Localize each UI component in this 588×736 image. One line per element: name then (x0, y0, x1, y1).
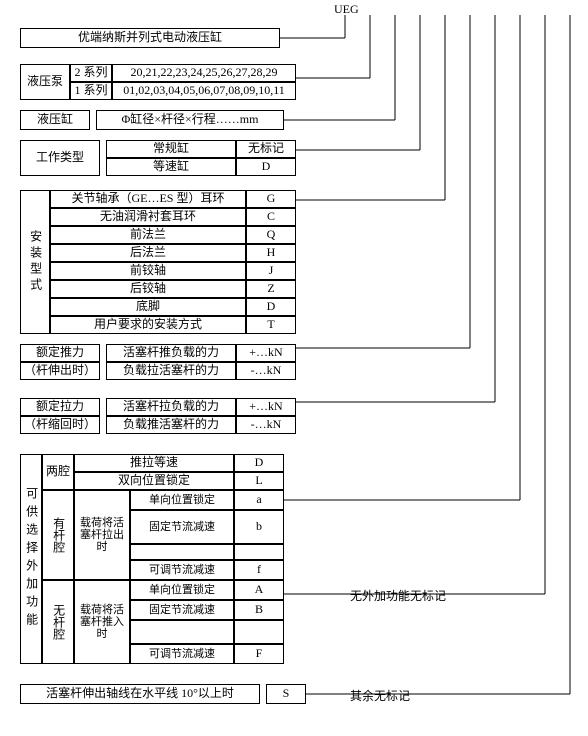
mount-row-r: Q (246, 226, 296, 244)
mount-row-r: G (246, 190, 296, 208)
pull-l1: 额定拉力 (20, 398, 100, 416)
opt-r2r: L (234, 472, 284, 490)
opt-r8r: F (234, 644, 284, 664)
pull-c1: 活塞杆拉负载的力 (106, 398, 236, 416)
pull-r1: +…kN (236, 398, 296, 416)
opt-mid1: 载荷将活塞杆拉出时 (74, 490, 130, 580)
bottom-note: 其余无标记 (350, 687, 410, 704)
pull-c2: 负载推活塞杆的力 (106, 416, 236, 434)
opt-r5r: f (234, 560, 284, 580)
push-r1: +…kN (236, 344, 296, 362)
opt-r2c: 双向位置锁定 (74, 472, 234, 490)
opt-r4r: b (234, 510, 284, 544)
opt-rodcav: 有杆腔 (42, 490, 74, 580)
worktype-r1r: 无标记 (236, 140, 296, 158)
opt-note: 无外加功能无标记 (350, 587, 446, 604)
opt-r5c: 可调节流减速 (130, 560, 234, 580)
mount-row-c: 底脚 (50, 298, 246, 316)
mount-row-c: 用户要求的安装方式 (50, 316, 246, 334)
opt-r6r: A (234, 580, 284, 600)
mount-row-r: Z (246, 280, 296, 298)
mount-row-c: 关节轴承（GE…ES 型）耳环 (50, 190, 246, 208)
opt-blank2r (234, 620, 284, 644)
opt-twocav: 两腔 (42, 454, 74, 490)
title-box: 优端纳斯并列式电动液压缸 (20, 28, 280, 48)
push-c2: 负载拉活塞杆的力 (106, 362, 236, 380)
opt-label: 可供选择外加功能 (20, 454, 42, 664)
mount-row-c: 无油润滑衬套耳环 (50, 208, 246, 226)
opt-mid2: 载荷将活塞杆推入时 (74, 580, 130, 664)
cylinder-label: 液压缸 (20, 110, 90, 130)
bottom-code: S (266, 684, 306, 704)
bottom-text: 活塞杆伸出轴线在水平线 10°以上时 (20, 684, 260, 704)
opt-r8c: 可调节流减速 (130, 644, 234, 664)
pump-label: 液压泵 (20, 64, 70, 100)
mount-row-r: H (246, 244, 296, 262)
push-c1: 活塞杆推负载的力 (106, 344, 236, 362)
mount-label: 安装型式 (20, 190, 50, 334)
pull-r2: -…kN (236, 416, 296, 434)
worktype-r1c: 常规缸 (106, 140, 236, 158)
push-l1: 额定推力 (20, 344, 100, 362)
pump-row1-value: 20,21,22,23,24,25,26,27,28,29 (112, 64, 296, 82)
top-code-label: UEG (334, 2, 359, 17)
cylinder-value: Φ缸径×杆径×行程……mm (96, 110, 284, 130)
mount-row-r: D (246, 298, 296, 316)
opt-norodcav: 无杆腔 (42, 580, 74, 664)
opt-blank1 (130, 544, 234, 560)
opt-blank2 (130, 620, 234, 644)
opt-r1r: D (234, 454, 284, 472)
opt-r1c: 推拉等速 (74, 454, 234, 472)
opt-blank1r (234, 544, 284, 560)
opt-r3r: a (234, 490, 284, 510)
opt-r7r: B (234, 600, 284, 620)
worktype-r2r: D (236, 158, 296, 176)
pull-l2: （杆缩回时） (20, 416, 100, 434)
push-r2: -…kN (236, 362, 296, 380)
mount-row-r: J (246, 262, 296, 280)
mount-row-c: 后铰轴 (50, 280, 246, 298)
mount-row-c: 后法兰 (50, 244, 246, 262)
pump-row2-value: 01,02,03,04,05,06,07,08,09,10,11 (112, 82, 296, 100)
worktype-label: 工作类型 (20, 140, 100, 176)
opt-r6c: 单向位置锁定 (130, 580, 234, 600)
pump-row2-label: 1 系列 (70, 82, 112, 100)
mount-row-r: C (246, 208, 296, 226)
mount-row-c: 前法兰 (50, 226, 246, 244)
mount-row-c: 前铰轴 (50, 262, 246, 280)
push-l2: （杆伸出时） (20, 362, 100, 380)
opt-r7c: 固定节流减速 (130, 600, 234, 620)
opt-r4c: 固定节流减速 (130, 510, 234, 544)
worktype-r2c: 等速缸 (106, 158, 236, 176)
opt-r3c: 单向位置锁定 (130, 490, 234, 510)
mount-row-r: T (246, 316, 296, 334)
pump-row1-label: 2 系列 (70, 64, 112, 82)
